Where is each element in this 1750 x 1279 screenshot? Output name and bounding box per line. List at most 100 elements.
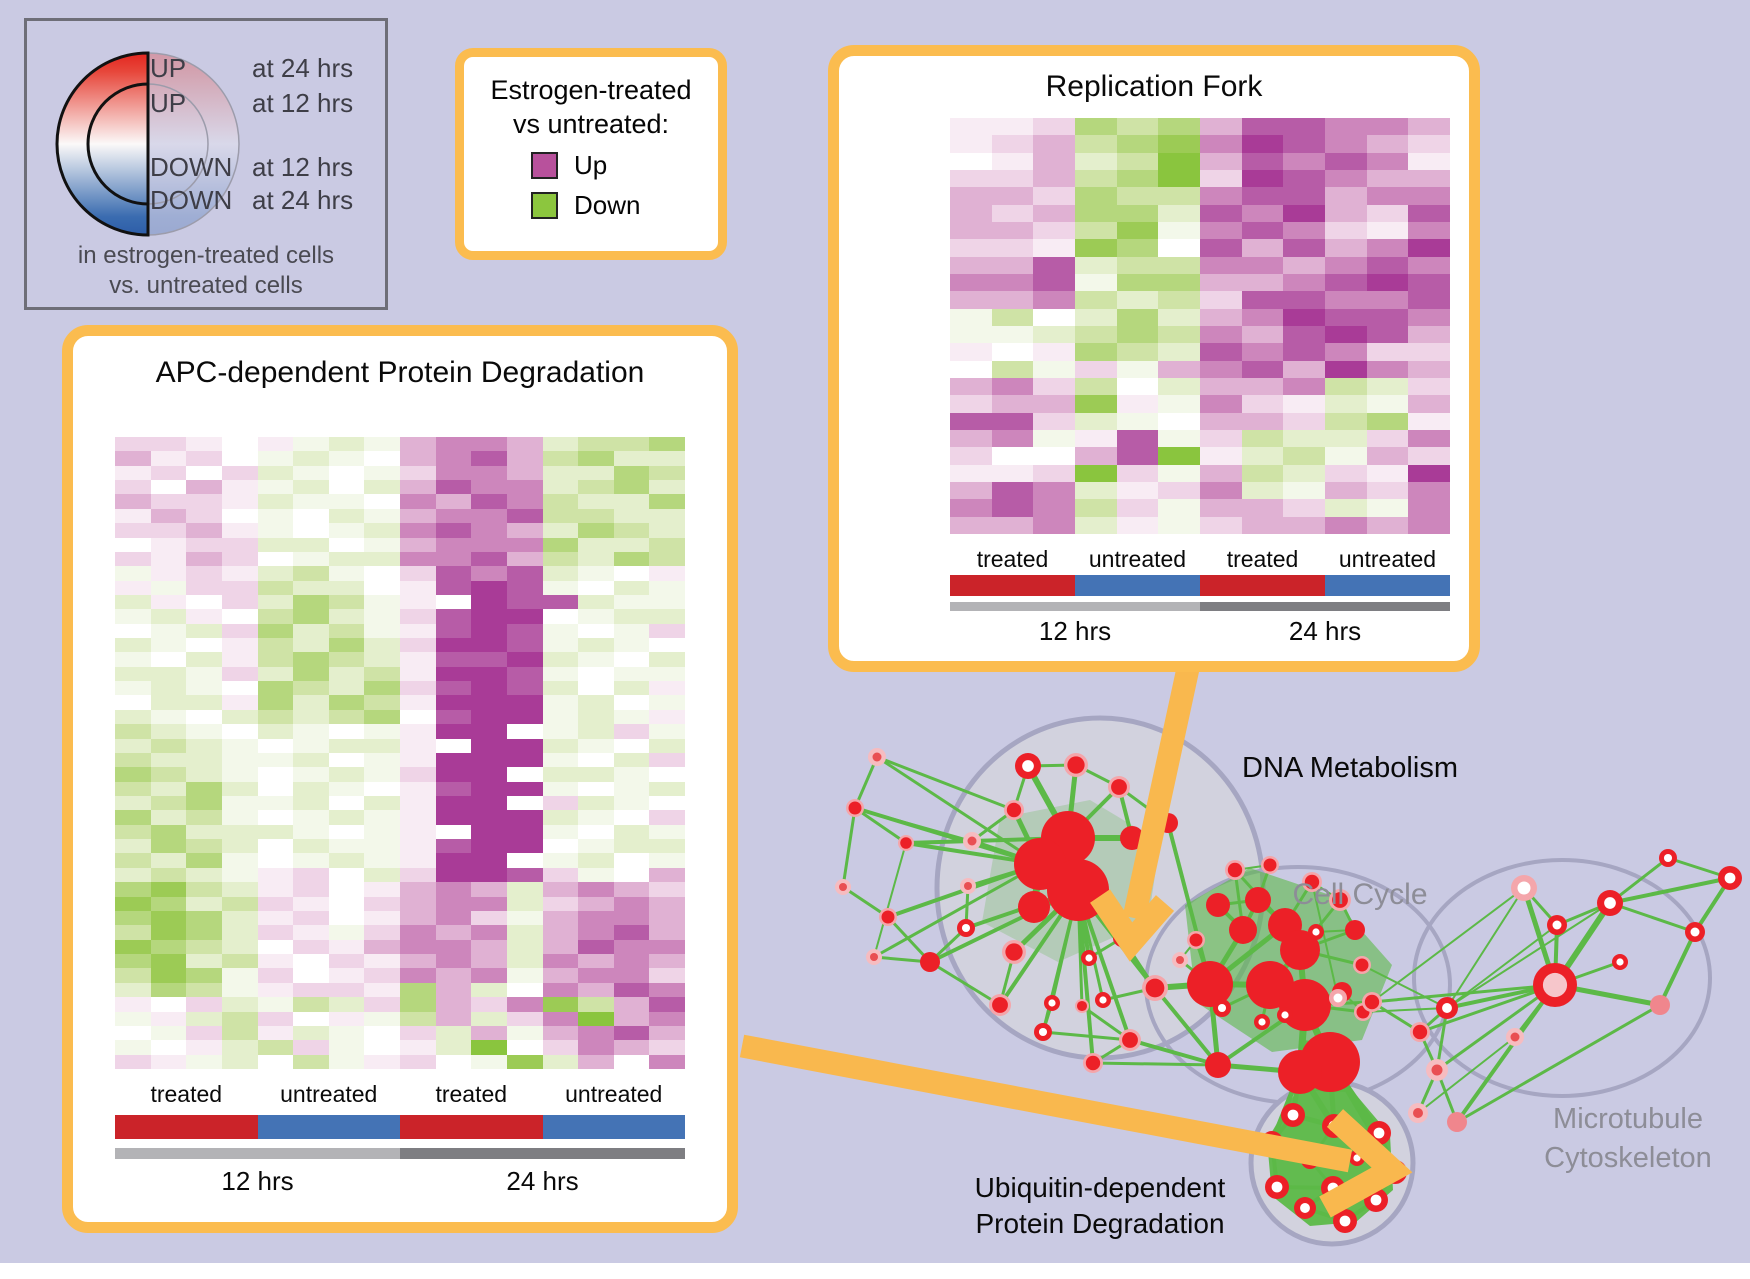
gene-node-core xyxy=(1189,933,1203,947)
microtubule-label-line2: Cytoskeleton xyxy=(1544,1142,1712,1174)
gene-node-core xyxy=(1442,1003,1452,1013)
down-label: Down xyxy=(574,190,641,220)
scale-down-inner-time: at 12 hrs xyxy=(252,152,354,182)
apc-time-bars xyxy=(115,1148,685,1159)
network-edge xyxy=(1129,1038,1219,1067)
gene-node-core xyxy=(1510,1032,1520,1042)
scale-caption-line2: vs. untreated cells xyxy=(109,272,303,299)
network-edge xyxy=(929,960,1001,1007)
legend-down-row: Down xyxy=(531,190,651,221)
gene-node-core xyxy=(1176,956,1184,964)
gene-node-core xyxy=(961,923,971,933)
gene-node-core xyxy=(1271,1181,1283,1193)
gene-node-core xyxy=(1300,1203,1310,1213)
rf-condition-bars xyxy=(950,575,1450,596)
gene-node xyxy=(1187,961,1233,1007)
network-edge xyxy=(1436,983,1556,1072)
gene-node-core xyxy=(1022,760,1034,772)
gene-node-core xyxy=(1370,1194,1382,1206)
rf-treated-12-label: treated xyxy=(976,546,1049,572)
gene-node-core xyxy=(992,997,1008,1013)
apc-heatmap xyxy=(115,437,685,1069)
cell-cycle-label: Cell Cycle xyxy=(1292,878,1428,911)
down-color-swatch xyxy=(531,192,558,219)
rf-time-bars xyxy=(950,602,1450,611)
rf-treated-24-label: treated xyxy=(1226,546,1299,572)
scale-up-inner-time: at 12 hrs xyxy=(252,88,354,118)
network-edge xyxy=(1361,964,1448,1009)
gene-node-core xyxy=(1111,779,1127,795)
gene-node-core xyxy=(1724,872,1736,884)
apc-treated-24-label: treated xyxy=(435,1081,508,1107)
scale-down-outer-label: DOWN xyxy=(150,185,233,215)
microtubule-label-line1: Microtubule xyxy=(1553,1103,1703,1135)
ubiquitin-label-line2: Protein Degradation xyxy=(975,1208,1225,1239)
gene-node-core xyxy=(1355,958,1369,972)
rf-12hrs-bar xyxy=(950,602,1200,611)
gene-node-core xyxy=(1339,1215,1351,1227)
gene-node xyxy=(1278,1050,1322,1094)
gene-node-core xyxy=(1122,1032,1138,1048)
apc-untreated-bar-12 xyxy=(257,1115,400,1139)
network-edge xyxy=(873,842,907,958)
rf-time-labels: 12 hrs 24 hrs xyxy=(950,616,1450,647)
panel-to-cluster-arrow-shaft xyxy=(1122,647,1204,921)
gene-node xyxy=(1205,1052,1231,1078)
rf-24hrs-bar xyxy=(1200,602,1450,611)
apc-12hrs-label: 12 hrs xyxy=(221,1166,294,1196)
gene-node-core xyxy=(1312,928,1320,936)
ubiquitin-label-line1: Ubiquitin-dependent xyxy=(974,1172,1226,1203)
network-edge xyxy=(1042,1030,1131,1042)
gene-node-core xyxy=(1431,1064,1443,1076)
legend-up-row: Up xyxy=(531,150,651,181)
gene-node-core xyxy=(1353,1154,1361,1162)
up-color-swatch xyxy=(531,152,558,179)
rf-untreated-bar-12 xyxy=(1075,575,1200,596)
updown-legend: Estrogen-treated vs untreated: Up Down xyxy=(455,48,727,260)
panel-to-cluster-arrowhead-icon xyxy=(1319,1109,1413,1218)
replication-fork-panel: Replication Fork treated untreated treat… xyxy=(828,45,1480,672)
network-edge xyxy=(1362,1007,1448,1013)
network-edge xyxy=(842,885,889,919)
apc-group-labels: treated untreated treated untreated xyxy=(115,1081,685,1108)
gene-node-core xyxy=(1099,996,1107,1004)
network-edge xyxy=(1446,902,1611,1009)
gene-node-core xyxy=(839,883,847,891)
apc-panel: APC-dependent Protein Degradation treate… xyxy=(62,325,738,1233)
gene-node-core xyxy=(870,953,878,961)
gene-node xyxy=(1280,930,1320,970)
apc-time-labels: 12 hrs 24 hrs xyxy=(115,1166,685,1197)
rf-untreated-24-label: untreated xyxy=(1338,546,1437,572)
gene-node-core xyxy=(1373,1127,1385,1139)
network-edge xyxy=(1446,887,1525,1009)
gene-node-core xyxy=(1263,858,1277,872)
gene-node-core xyxy=(872,752,882,762)
gene-node-core xyxy=(1364,994,1380,1010)
rf-untreated-12-label: untreated xyxy=(1088,546,1187,572)
apc-untreated-bar-24 xyxy=(542,1115,685,1139)
gene-node xyxy=(1206,893,1230,917)
apc-title: APC-dependent Protein Degradation xyxy=(155,356,645,389)
gene-node xyxy=(1279,979,1331,1031)
gene-node-core xyxy=(1604,897,1616,909)
apc-untreated-24-label: untreated xyxy=(565,1081,663,1107)
network-edge xyxy=(854,806,907,845)
gene-node-core xyxy=(1076,1000,1088,1012)
gene-node-core xyxy=(1287,1109,1299,1121)
gene-node xyxy=(1229,916,1257,944)
gene-node xyxy=(1120,826,1144,850)
network-edge xyxy=(1419,983,1556,1034)
replication-fork-title: Replication Fork xyxy=(1045,70,1263,103)
scale-up-inner-label: UP xyxy=(150,88,187,118)
network-edge xyxy=(1658,931,1697,1006)
gene-node-core xyxy=(1412,1024,1428,1040)
gene-node-core xyxy=(1145,978,1165,998)
network-edge xyxy=(841,807,857,888)
color-scale-legend: UP at 24 hrs UP at 12 hrs DOWN at 12 hrs… xyxy=(24,18,388,310)
scale-caption-line1: in estrogen-treated cells xyxy=(77,242,335,269)
gene-node-core xyxy=(1690,927,1700,937)
replication-fork-heatmap xyxy=(950,118,1450,534)
up-label: Up xyxy=(574,150,608,180)
gene-node-core xyxy=(1067,756,1085,774)
